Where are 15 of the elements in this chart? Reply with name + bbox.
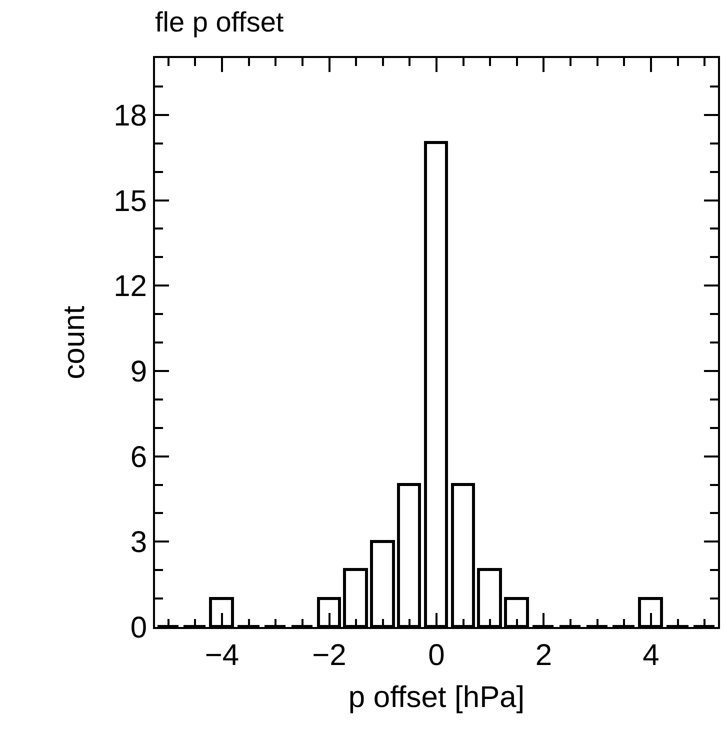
- y-tick-label: 18: [114, 99, 147, 132]
- y-tick-label: 6: [130, 440, 147, 474]
- x-tick-label: 0: [428, 639, 445, 672]
- y-tick-label: 3: [130, 526, 147, 560]
- x-tick-label: −4: [204, 639, 240, 672]
- x-tick-label: −2: [312, 639, 346, 672]
- y-tick-label: 15: [114, 184, 147, 218]
- x-tick-label: 4: [642, 639, 660, 672]
- x-tick-label: 2: [535, 639, 552, 672]
- chart-title: fle p offset: [155, 6, 284, 38]
- y-tick-label: 12: [114, 270, 147, 304]
- y-tick-label: 9: [130, 355, 147, 388]
- y-tick-label: 0: [130, 612, 147, 644]
- x-axis-title: p offset [hPa]: [348, 681, 525, 714]
- y-axis-title: count: [58, 305, 92, 380]
